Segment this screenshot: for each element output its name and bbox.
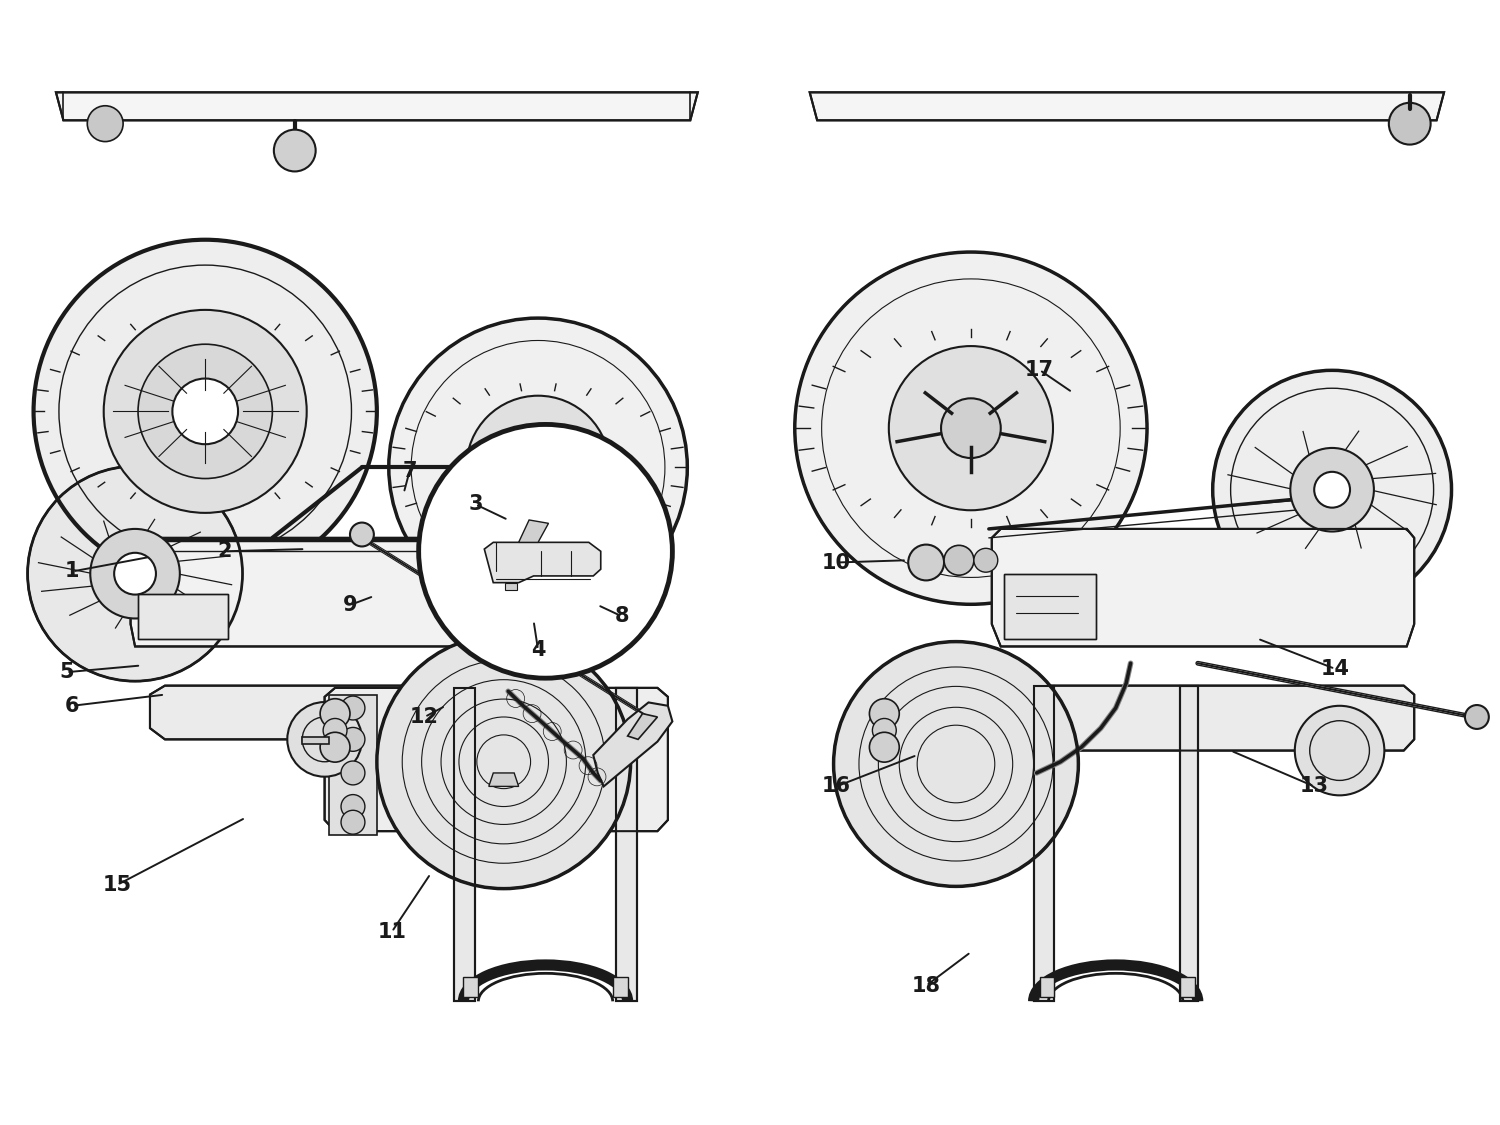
Circle shape (795, 252, 1148, 604)
Text: 3: 3 (468, 494, 483, 514)
Polygon shape (1040, 976, 1054, 997)
Circle shape (466, 396, 609, 539)
Circle shape (873, 719, 897, 742)
Text: 5: 5 (58, 663, 74, 682)
Polygon shape (489, 773, 519, 786)
Polygon shape (324, 687, 668, 831)
Circle shape (944, 546, 974, 575)
Circle shape (908, 544, 944, 580)
Bar (138, 594, 228, 639)
Polygon shape (484, 542, 600, 583)
Polygon shape (1180, 976, 1196, 997)
Circle shape (288, 702, 362, 776)
Circle shape (974, 548, 998, 573)
Circle shape (27, 466, 243, 681)
Text: 4: 4 (531, 640, 546, 660)
Circle shape (340, 794, 364, 819)
Circle shape (87, 106, 123, 142)
Circle shape (512, 441, 566, 494)
Text: 8: 8 (615, 606, 628, 627)
Text: 1: 1 (64, 561, 80, 582)
Text: 7: 7 (402, 461, 417, 480)
Circle shape (340, 760, 364, 785)
Circle shape (350, 523, 374, 547)
Text: 15: 15 (102, 875, 132, 894)
Polygon shape (454, 687, 476, 1001)
Circle shape (33, 240, 376, 583)
Circle shape (172, 378, 238, 444)
Polygon shape (150, 685, 519, 739)
Circle shape (104, 309, 306, 513)
Circle shape (114, 552, 156, 595)
Circle shape (388, 318, 687, 616)
Circle shape (1294, 705, 1384, 795)
Polygon shape (612, 976, 627, 997)
Circle shape (890, 346, 1053, 511)
Bar (138, 594, 228, 639)
Circle shape (1212, 370, 1452, 609)
Bar (328, 694, 376, 835)
Bar (1004, 574, 1096, 639)
Circle shape (340, 810, 364, 834)
Polygon shape (302, 737, 328, 744)
Polygon shape (615, 687, 636, 1001)
Bar (1004, 574, 1096, 639)
Circle shape (940, 398, 1000, 458)
Text: 11: 11 (378, 921, 406, 942)
Circle shape (1389, 102, 1431, 145)
Polygon shape (464, 976, 478, 997)
Circle shape (1314, 471, 1350, 507)
Text: 10: 10 (822, 552, 850, 573)
Text: 14: 14 (1320, 659, 1350, 678)
Circle shape (274, 129, 315, 171)
Circle shape (870, 699, 900, 729)
Circle shape (834, 641, 1078, 887)
Text: 6: 6 (64, 695, 80, 716)
Text: 2: 2 (217, 541, 232, 561)
Circle shape (320, 699, 350, 729)
Polygon shape (56, 92, 698, 120)
Circle shape (90, 529, 180, 619)
Polygon shape (810, 92, 1444, 120)
Circle shape (419, 424, 672, 678)
Polygon shape (627, 713, 657, 739)
Text: 18: 18 (912, 975, 940, 996)
Circle shape (320, 732, 350, 762)
Circle shape (340, 728, 364, 752)
Circle shape (322, 719, 346, 742)
Text: 9: 9 (342, 595, 357, 615)
Polygon shape (506, 583, 518, 591)
Polygon shape (1180, 685, 1198, 1001)
Text: 17: 17 (1024, 360, 1054, 380)
Circle shape (1466, 705, 1490, 729)
Circle shape (1290, 448, 1374, 531)
Circle shape (138, 344, 273, 478)
Circle shape (376, 634, 630, 889)
Polygon shape (992, 529, 1414, 647)
Polygon shape (1019, 685, 1414, 750)
Circle shape (340, 696, 364, 720)
Polygon shape (594, 702, 672, 786)
Text: 13: 13 (1299, 776, 1329, 796)
Polygon shape (130, 538, 519, 647)
Polygon shape (1034, 685, 1054, 1001)
Text: 12: 12 (410, 706, 440, 727)
Text: 16: 16 (822, 776, 850, 796)
Circle shape (870, 732, 900, 762)
Polygon shape (878, 685, 1036, 840)
Polygon shape (519, 520, 549, 542)
